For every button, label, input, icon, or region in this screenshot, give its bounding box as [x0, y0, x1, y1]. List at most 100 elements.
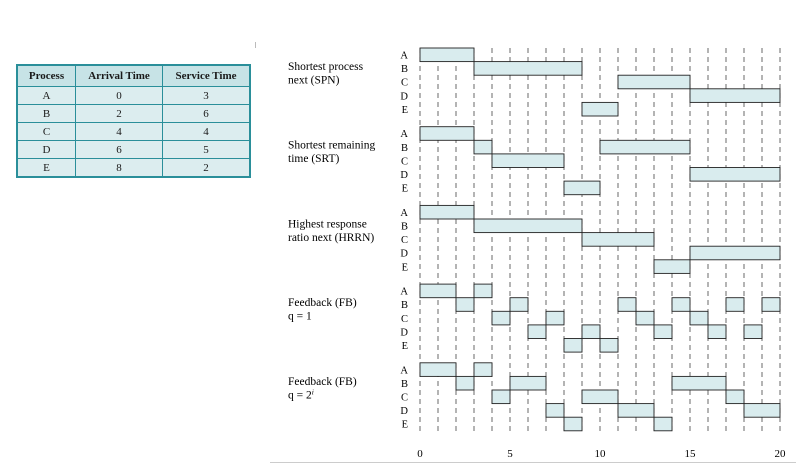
gantt-bar-b [725, 297, 745, 312]
cell-arrival: 6 [75, 140, 163, 159]
gantt-bar-a [419, 362, 457, 377]
schedule-title: Feedback (FB) [288, 376, 357, 388]
gantt-bar-e [563, 338, 583, 353]
gantt-bar-b [455, 375, 475, 391]
lane-label: D [400, 249, 408, 260]
schedule-title: Feedback (FB) [288, 297, 357, 309]
cell-arrival: 4 [75, 122, 163, 141]
gantt-bar-c [545, 310, 565, 326]
gantt-bar-e [653, 259, 691, 274]
lane-label: C [401, 393, 408, 404]
schedule-title: time (SRT) [288, 153, 340, 165]
lane-label: A [400, 287, 408, 298]
gantt-bar-b [671, 297, 691, 312]
x-tick-label: 15 [685, 448, 697, 460]
cell-service: 5 [162, 140, 251, 159]
gantt-bar-e [581, 101, 619, 117]
gantt-bar-d [617, 403, 655, 418]
gantt-bar-b [671, 375, 727, 391]
x-tick-label: 5 [507, 448, 513, 460]
lane-label: B [401, 222, 408, 233]
gantt-bar-a [419, 283, 457, 299]
table-header-row: Process Arrival Time Service Time [16, 64, 251, 87]
cell-arrival: 8 [75, 158, 163, 178]
gantt-bar-b [599, 139, 691, 155]
header-process: Process [16, 64, 76, 87]
divider [255, 42, 256, 48]
lane-label: D [400, 170, 408, 181]
lane-label: E [402, 341, 408, 352]
lane-label: A [400, 51, 408, 62]
gantt-bar-d [689, 88, 781, 103]
gantt-bar-a [473, 283, 493, 299]
gantt-bar-a [419, 126, 475, 141]
lane-label: B [401, 143, 408, 154]
schedule-title: ratio next (HRRN) [288, 232, 374, 244]
cell-process: C [16, 122, 76, 141]
lane-label: B [401, 300, 408, 311]
gantt-bar-b [761, 297, 781, 312]
cell-arrival: 2 [75, 104, 163, 123]
gantt-bar-d [689, 167, 781, 182]
gantt-bar-d [581, 324, 601, 339]
lane-label: C [401, 235, 408, 246]
lane-label: E [402, 262, 408, 273]
schedule-title: next (SPN) [288, 75, 340, 87]
gantt-bar-c [725, 389, 745, 405]
gantt-bar-d [743, 403, 781, 418]
cell-process: E [16, 158, 76, 178]
process-table: Process Arrival Time Service Time A 0 3 … [16, 64, 251, 178]
schedule-title: q = 1 [288, 311, 312, 323]
gantt-bar-b [473, 218, 583, 234]
gantt-bar-d [527, 324, 547, 339]
lane-label: B [401, 379, 408, 390]
gantt-bar-c [581, 232, 655, 247]
gantt-bar-b [455, 297, 475, 312]
table-row: E 8 2 [16, 158, 251, 178]
cell-service: 4 [162, 122, 251, 141]
schedule-title: q = 2i [288, 387, 314, 402]
lane-label: A [400, 365, 408, 376]
table-row: C 4 4 [16, 122, 251, 141]
schedule-title: Shortest remaining [288, 140, 375, 152]
gantt-bar-a [419, 204, 475, 220]
cell-arrival: 0 [75, 86, 163, 105]
x-tick-label: 10 [595, 448, 607, 460]
gantt-bar-b [509, 375, 547, 391]
x-tick-label: 20 [775, 448, 787, 460]
lane-label: D [400, 327, 408, 338]
gantt-bar-a [473, 362, 493, 377]
gantt-bar-d [545, 403, 565, 418]
cell-service: 3 [162, 86, 251, 105]
lane-label: C [401, 314, 408, 325]
gantt-bar-c [491, 310, 511, 326]
lane-label: E [402, 184, 408, 195]
lane-label: B [401, 64, 408, 75]
gantt-bar-b [473, 61, 583, 76]
gantt-bar-e [563, 180, 601, 196]
lane-label: A [400, 129, 408, 140]
lane-label: E [402, 420, 408, 431]
gantt-bar-b [473, 139, 493, 155]
schedule-title: Highest response [288, 218, 367, 230]
x-tick-label: 0 [417, 448, 423, 460]
lane-label: D [400, 406, 408, 417]
gantt-bar-b [617, 297, 637, 312]
lane-label: A [400, 208, 408, 219]
lane-label: C [401, 78, 408, 89]
gantt-bar-c [689, 310, 709, 326]
lane-label: E [402, 105, 408, 116]
gantt-bar-b [509, 297, 529, 312]
gantt-bar-e [653, 416, 673, 432]
lane-label: C [401, 156, 408, 167]
gantt-bar-c [491, 153, 565, 168]
gantt-bar-c [617, 74, 691, 90]
gantt-bar-e [563, 416, 583, 432]
gantt-bar-c [635, 310, 655, 326]
gantt-bar-d [707, 324, 727, 339]
gantt-bar-d [689, 245, 781, 261]
cell-process: D [16, 140, 76, 159]
gantt-bar-e [599, 338, 619, 353]
table-row: D 6 5 [16, 140, 251, 159]
